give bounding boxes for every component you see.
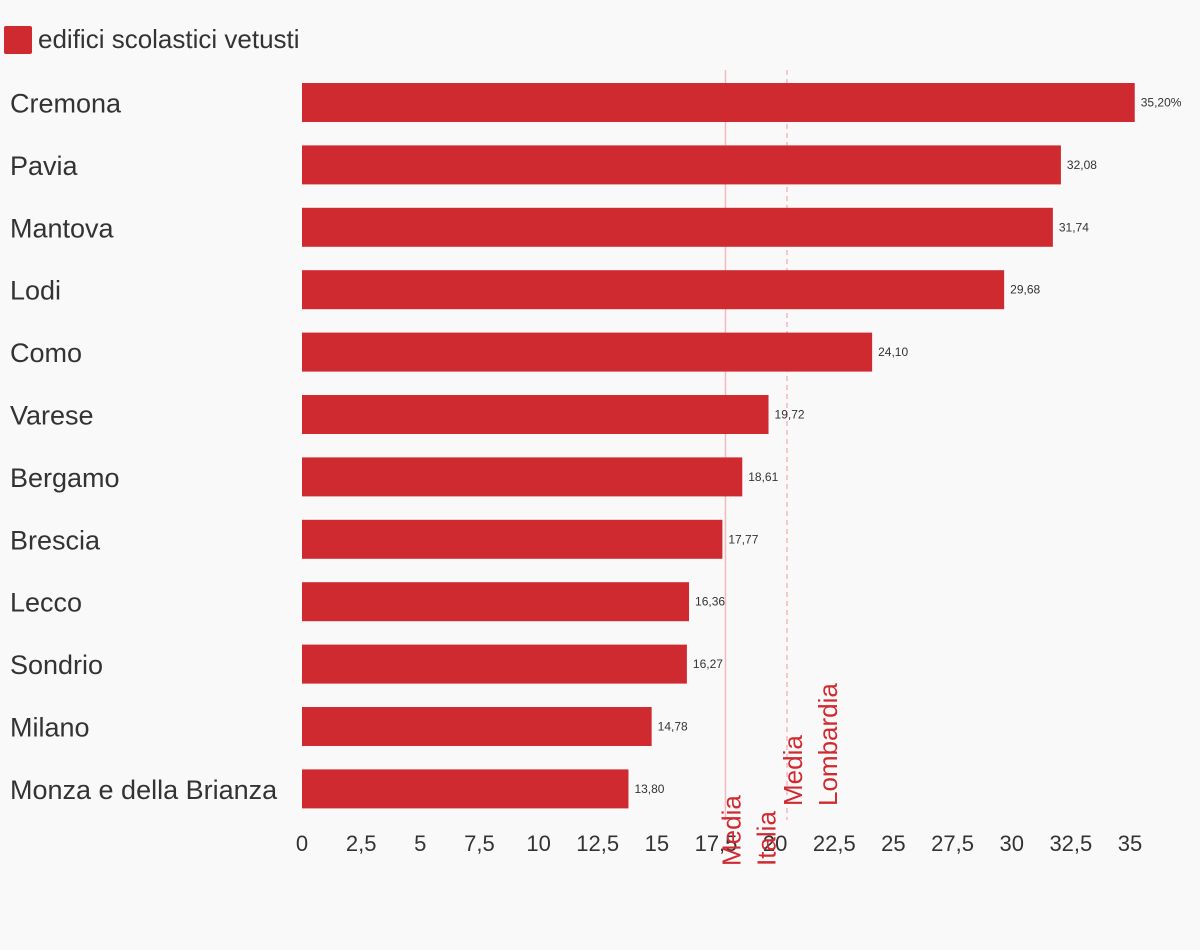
bar — [302, 582, 690, 622]
x-tick-label: 5 — [414, 831, 426, 856]
reference-label-line: Media — [716, 795, 746, 866]
x-tick-label: 10 — [526, 831, 550, 856]
data-label: 17,77 — [728, 532, 758, 546]
category-label: Pavia — [10, 151, 79, 181]
x-tick-label: 22,5 — [813, 831, 856, 856]
bar — [302, 769, 629, 809]
data-label: 31,74 — [1059, 220, 1089, 234]
bar — [302, 457, 743, 497]
bar — [302, 332, 873, 372]
category-label: Brescia — [10, 525, 101, 555]
bar — [302, 145, 1061, 185]
x-tick-label: 17,5 — [695, 831, 738, 856]
category-label: Monza e della Brianza — [10, 775, 278, 805]
category-label: Lecco — [10, 588, 82, 618]
data-label: 32,08 — [1067, 158, 1097, 172]
bar — [302, 644, 687, 684]
category-label: Bergamo — [10, 463, 120, 493]
reference-label-1: Media Lombardia — [778, 683, 843, 806]
category-label: Mantova — [10, 213, 115, 243]
reference-label-0: Media Italia — [716, 795, 781, 866]
x-tick-label: 0 — [296, 831, 308, 856]
category-label: Cremona — [10, 89, 122, 119]
x-tick-label: 32,5 — [1049, 831, 1092, 856]
category-label: Milano — [10, 713, 90, 743]
data-label: 16,36 — [695, 595, 725, 609]
bar — [302, 395, 769, 434]
data-label: 19,72 — [775, 408, 805, 422]
x-tick-label: 30 — [999, 831, 1023, 856]
legend-swatch — [4, 25, 32, 54]
data-label: 13,80 — [634, 782, 664, 796]
reference-label-line: Lombardia — [813, 683, 843, 806]
x-tick-label: 25 — [881, 831, 905, 856]
bar — [302, 207, 1053, 247]
category-label: Lodi — [10, 276, 61, 306]
reference-label-line: Italia — [751, 811, 781, 866]
x-tick-label: 35 — [1118, 831, 1142, 856]
bar — [302, 270, 1005, 310]
legend: edifici scolastici vetusti — [4, 24, 300, 55]
legend-label: edifici scolastici vetusti — [38, 24, 300, 54]
data-label: 24,10 — [878, 345, 908, 359]
reference-label-line: Media — [778, 735, 808, 806]
data-label: 18,61 — [748, 470, 778, 484]
bar — [302, 519, 723, 559]
x-tick-label: 27,5 — [931, 831, 974, 856]
data-label: 35,20% — [1141, 96, 1182, 110]
category-label: Sondrio — [10, 650, 103, 680]
x-tick-label: 7,5 — [464, 831, 495, 856]
data-label: 14,78 — [658, 720, 688, 734]
x-tick-label: 20 — [763, 831, 787, 856]
category-label: Como — [10, 338, 82, 368]
x-tick-label: 12,5 — [576, 831, 619, 856]
data-label: 29,68 — [1010, 283, 1040, 297]
x-tick-label: 15 — [645, 831, 669, 856]
x-tick-label: 2,5 — [346, 831, 377, 856]
bar — [302, 83, 1135, 122]
data-label: 16,27 — [693, 657, 723, 671]
category-label: Varese — [10, 401, 94, 431]
bar — [302, 707, 652, 746]
